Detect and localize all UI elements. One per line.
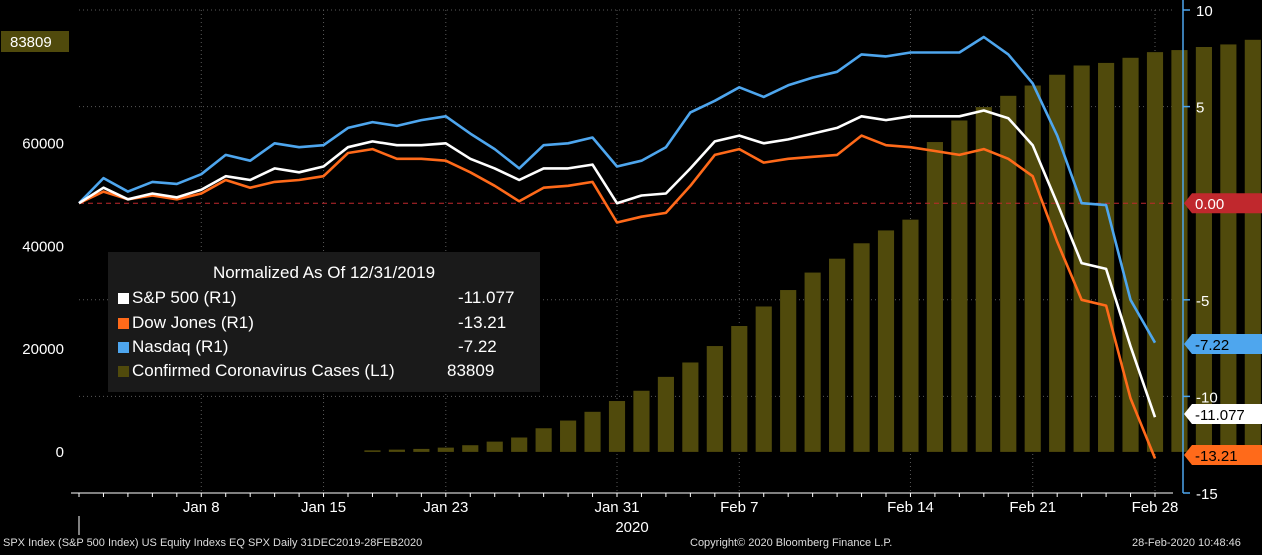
x-axis-tick-label: Jan 31 [594, 499, 639, 516]
cases-bar [1244, 39, 1261, 452]
cases-bar [1122, 57, 1139, 452]
cases-bar [780, 290, 797, 452]
cases-bar [1220, 44, 1237, 452]
cases-bar [364, 450, 381, 452]
cases-bar [926, 142, 943, 452]
cases-bar [731, 326, 748, 452]
x-axis-tick-label: Feb 7 [720, 499, 758, 516]
cases-bar [388, 449, 405, 452]
cases-bar [535, 428, 552, 452]
legend: Normalized As Of 12/31/2019 S&P 500 (R1)… [108, 252, 540, 392]
legend-label: Dow Jones (R1) [132, 313, 254, 332]
cases-bar [853, 243, 870, 452]
legend-value: 83809 [447, 361, 495, 380]
footer-copyright: Copyright© 2020 Bloomberg Finance L.P. [690, 537, 893, 549]
right-axis-tick-label: -10 [1196, 389, 1218, 406]
x-axis-tick-label: Jan 23 [423, 499, 468, 516]
cases-bar [1000, 95, 1017, 452]
right-axis-tick-label: -5 [1196, 293, 1209, 310]
cases-bar [633, 390, 650, 452]
legend-swatch [118, 342, 129, 353]
cases-bar [462, 445, 479, 452]
cases-bar [902, 219, 919, 452]
svg-text:-13.21: -13.21 [1195, 448, 1238, 465]
cases-bar [486, 441, 503, 452]
cases-value-badge: 83809 [1, 31, 69, 52]
footer-timestamp: 28-Feb-2020 10:48:46 [1132, 537, 1241, 549]
x-axis-year-label: 2020 [615, 519, 648, 536]
svg-text:-11.077: -11.077 [1195, 407, 1245, 424]
value-badges: 83809 0.00 -7.22 -11.077 -13.21 [1, 31, 1262, 465]
cases-bar [1098, 62, 1115, 452]
index-lines [78, 35, 1157, 459]
series-line-dow [78, 134, 1157, 459]
legend-item-sp500: S&P 500 (R1) -11.077 [118, 288, 533, 310]
legend-title: Normalized As Of 12/31/2019 [212, 263, 436, 282]
nasdaq-value-badge: -7.22 [1184, 334, 1262, 354]
legend-swatch [118, 318, 129, 329]
legend-item-cases: Confirmed Coronavirus Cases (L1) 83809 [118, 361, 533, 383]
cases-bar [975, 107, 992, 452]
cases-bar [608, 401, 626, 452]
footer-source: SPX Index (S&P 500 Index) US Equity Inde… [3, 537, 423, 549]
svg-text:83809: 83809 [10, 34, 52, 51]
cases-bar [829, 258, 846, 452]
svg-text:0.00: 0.00 [1195, 196, 1224, 213]
legend-value: -7.22 [458, 337, 497, 356]
legend-label: Nasdaq (R1) [132, 337, 229, 356]
legend-label: S&P 500 (R1) [132, 288, 237, 307]
cases-bar [1049, 74, 1066, 452]
legend-label: Confirmed Coronavirus Cases (L1) [132, 361, 395, 380]
right-axis-tick-label: 10 [1196, 3, 1213, 20]
left-axis-tick-label: 0 [56, 444, 64, 461]
cases-bar [706, 346, 723, 452]
x-axis-tick-label: Jan 8 [183, 499, 220, 516]
svg-text:-7.22: -7.22 [1195, 337, 1229, 354]
cases-bar [657, 376, 674, 452]
legend-swatch [118, 293, 129, 304]
x-axis-tick-label: Feb 14 [887, 499, 934, 516]
left-axis-tick-label: 40000 [22, 238, 64, 255]
cases-bar [511, 437, 528, 452]
cases-bar [755, 306, 772, 452]
cases-bar [1024, 85, 1041, 452]
cases-bar [951, 120, 968, 452]
x-axis-tick-label: Feb 21 [1009, 499, 1056, 516]
right-axis-tick-label: -15 [1196, 486, 1218, 503]
legend-value: -13.21 [458, 313, 507, 332]
series-line-nasdaq [78, 35, 1157, 344]
cases-bar [682, 362, 699, 452]
cases-bar [1171, 50, 1188, 452]
cases-bar [437, 447, 454, 452]
cases-bar [560, 420, 577, 452]
cases-bar [584, 411, 601, 452]
legend-item-dow: Dow Jones (R1) -13.21 [118, 313, 533, 335]
left-axis-tick-label: 20000 [22, 341, 64, 358]
legend-swatch [118, 366, 129, 377]
legend-item-nasdaq: Nasdaq (R1) -7.22 [118, 337, 533, 359]
legend-value: -11.077 [458, 288, 515, 307]
cases-bar [1146, 52, 1164, 452]
cases-bar [877, 230, 895, 452]
dow-value-badge: -13.21 [1184, 445, 1262, 465]
cases-bar [413, 448, 430, 452]
cases-bar [1073, 65, 1090, 452]
cases-bar [804, 272, 821, 452]
x-axis-tick-label: Jan 15 [301, 499, 346, 516]
series-line-sp500 [78, 109, 1157, 418]
x-axis-tick-label: Feb 28 [1132, 499, 1179, 516]
sp500-value-badge: -11.077 [1184, 404, 1262, 424]
left-axis-tick-label: 60000 [22, 136, 64, 153]
right-axis-tick-label: 5 [1196, 100, 1204, 117]
zero-value-badge: 0.00 [1184, 193, 1262, 214]
